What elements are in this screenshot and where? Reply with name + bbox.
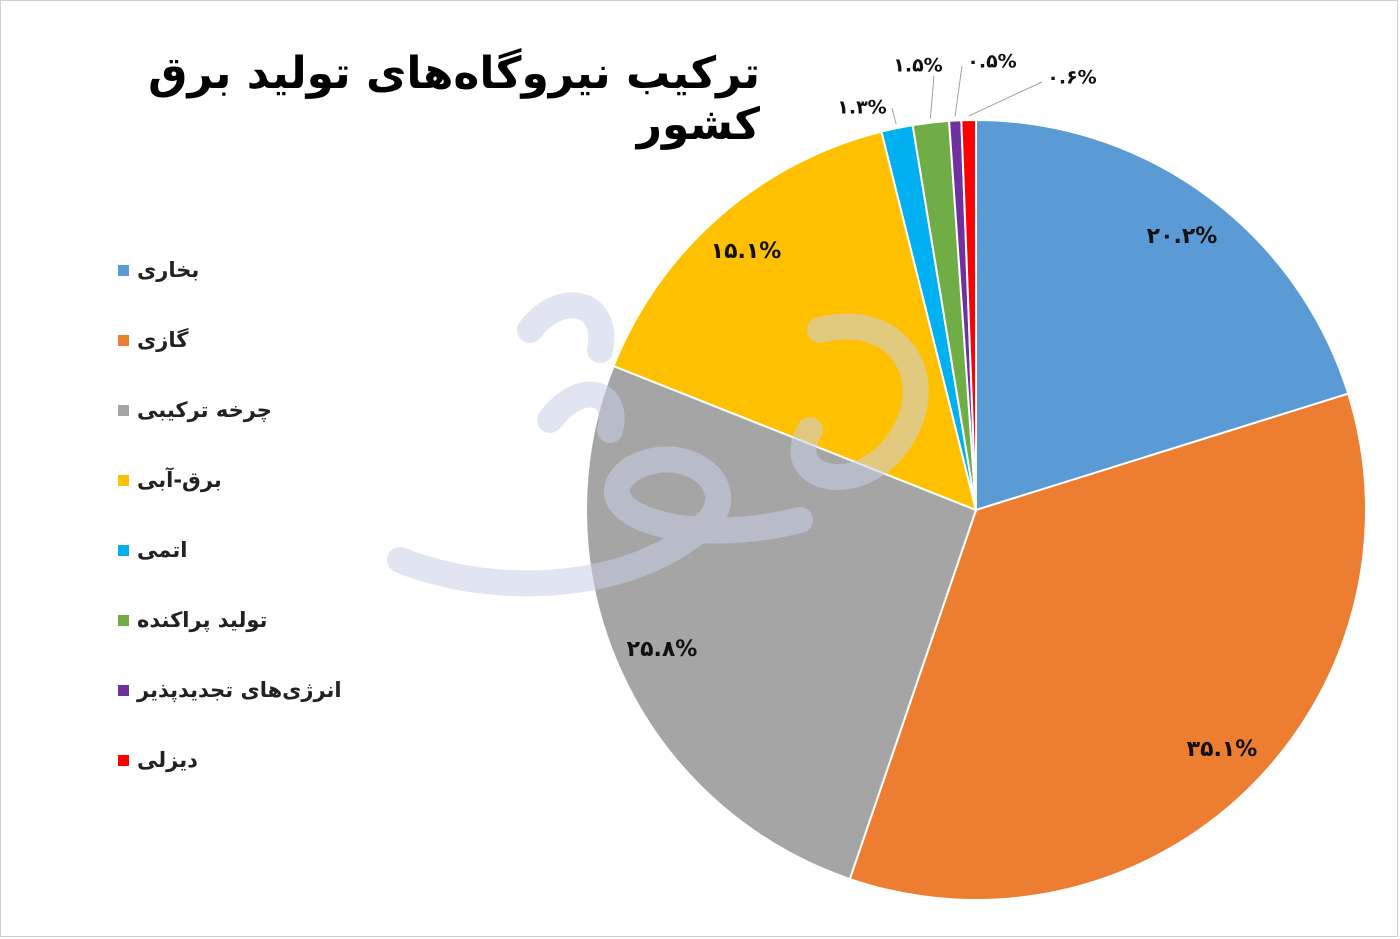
legend-item: تولید پراکنده (118, 600, 267, 640)
data-label: ۲۰.۲% (1147, 224, 1218, 249)
legend-swatch (118, 684, 129, 696)
legend-item: انرژی‌های تجدیدپذیر (118, 670, 342, 710)
pie-slice (848, 392, 1367, 901)
legend-label: بخاری (137, 258, 200, 282)
data-label: ۱۵.۱% (711, 239, 782, 264)
data-label: ۱.۵% (893, 55, 942, 77)
legend-label: گازی (137, 328, 189, 352)
legend-item: اتمی (118, 530, 187, 570)
chart-title: ترکیب نیروگاه‌های تولید برق کشور (148, 48, 760, 150)
leader-line (968, 81, 1043, 117)
legend-label: دیزلی (137, 748, 198, 772)
legend-label: اتمی (137, 538, 188, 562)
legend-label: برق-آبی (137, 468, 222, 492)
pie-slice (960, 118, 977, 511)
legend-swatch (118, 474, 129, 486)
legend-item: بخاری (118, 250, 199, 290)
data-label: ۲۵.۸% (627, 637, 698, 662)
legend-item: چرخه ترکیبی (118, 390, 272, 430)
legend-swatch (118, 614, 129, 626)
legend-swatch (118, 264, 129, 276)
leader-line (954, 65, 963, 117)
data-label: ۰.۵% (967, 51, 1016, 73)
legend-label: انرژی‌های تجدیدپذیر (137, 678, 342, 702)
legend-label: چرخه ترکیبی (137, 398, 272, 422)
legend-swatch (118, 334, 129, 346)
legend-item: گازی (118, 320, 188, 360)
leader-line (891, 107, 897, 125)
data-label: ۱.۳% (837, 97, 886, 119)
legend-item: دیزلی (118, 740, 198, 780)
legend-swatch (118, 544, 129, 556)
data-label: ۳۵.۱% (1187, 737, 1258, 762)
legend-item: برق-آبی (118, 460, 222, 500)
data-label: ۰.۶% (1047, 67, 1096, 89)
pie-slice (975, 118, 1350, 512)
legend-label: تولید پراکنده (137, 608, 268, 632)
legend-swatch (118, 404, 129, 416)
leader-line (929, 75, 935, 119)
legend-swatch (118, 754, 129, 766)
